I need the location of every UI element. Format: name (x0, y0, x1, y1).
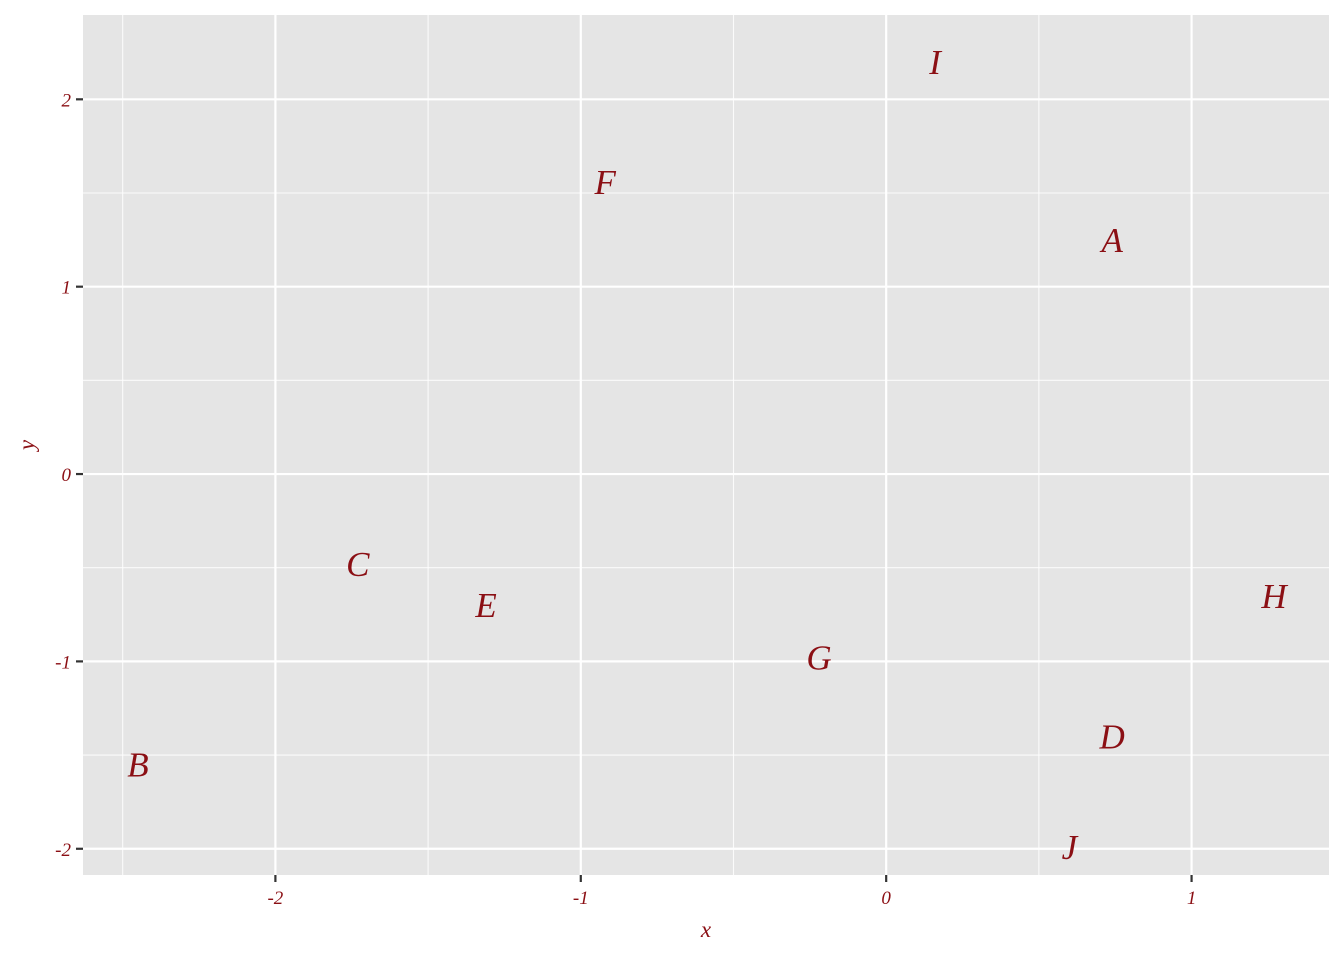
x-tick-label: -2 (267, 888, 283, 909)
y-tick-label: 1 (62, 278, 72, 299)
point-label-j: J (1062, 828, 1079, 867)
point-labels: A B C D E F G H I J (127, 43, 1288, 867)
point-label-a: A (1099, 221, 1123, 260)
y-tick-label: -2 (55, 840, 71, 861)
y-axis-ticks: -2 -1 0 1 2 (55, 90, 83, 861)
point-label-d: D (1099, 717, 1125, 756)
y-axis-title: y (14, 439, 39, 452)
y-tick-label: -1 (55, 652, 71, 673)
y-tick-label: 0 (62, 465, 72, 486)
x-tick-label: 0 (881, 888, 891, 909)
minor-gridlines (83, 15, 1329, 875)
plot-panel (83, 15, 1329, 875)
point-label-i: I (928, 43, 943, 82)
major-gridlines (83, 15, 1329, 875)
point-label-g: G (806, 639, 831, 678)
y-tick-label: 2 (62, 90, 72, 111)
point-label-h: H (1260, 577, 1288, 616)
x-axis-ticks: -2 -1 0 1 (267, 875, 1196, 909)
point-label-f: F (594, 163, 617, 202)
x-axis-title: x (700, 917, 712, 942)
x-tick-label: 1 (1187, 888, 1197, 909)
x-tick-label: -1 (573, 888, 589, 909)
point-label-c: C (346, 545, 370, 584)
point-label-b: B (127, 745, 148, 784)
point-label-e: E (474, 586, 496, 625)
